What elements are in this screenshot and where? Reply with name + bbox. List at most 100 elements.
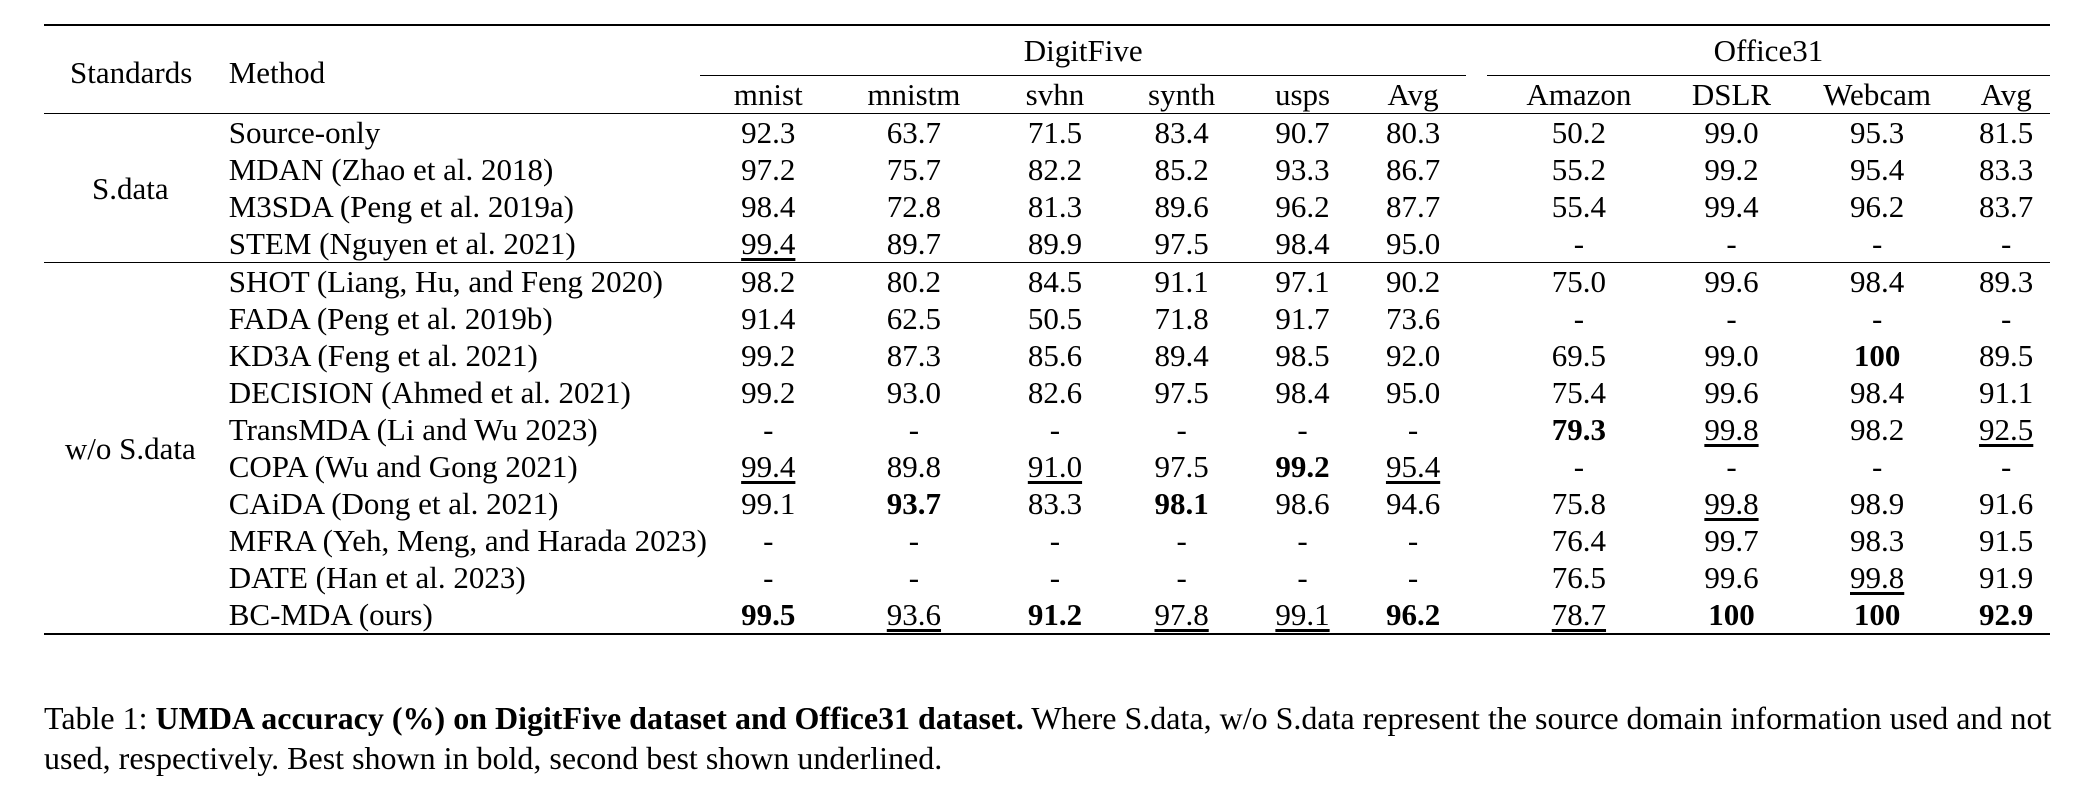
value-cell: 95.4 xyxy=(1850,152,1905,187)
value-cell: 100 xyxy=(1708,597,1755,632)
value-cell: 95.0 xyxy=(1385,226,1441,261)
value-cell: 91.9 xyxy=(1979,560,2034,595)
method-cell: MDAN (Zhao et al. 2018) xyxy=(228,152,554,187)
value-cell: 96.2 xyxy=(1850,189,1905,224)
value-cell: 89.7 xyxy=(886,226,942,261)
value-cell: 91.4 xyxy=(741,301,796,336)
value-cell: 94.6 xyxy=(1385,486,1441,521)
value-cell: 98.6 xyxy=(1275,486,1330,521)
header-digitfive-0: mnist xyxy=(733,77,803,112)
value-cell: 83.3 xyxy=(1027,486,1083,521)
value-cell: 99.5 xyxy=(741,597,796,632)
value-cell: - xyxy=(1297,560,1308,595)
table-row: DATE (Han et al. 2023) - - - - - - 76.5 99.6 99.8… xyxy=(44,559,2050,596)
value-cell: 91.0 xyxy=(1027,449,1083,484)
value-cell: 86.7 xyxy=(1385,152,1441,187)
value-cell: 91.5 xyxy=(1979,523,2034,558)
value-cell: 97.5 xyxy=(1154,375,1209,410)
value-cell: 99.1 xyxy=(741,486,796,521)
header-office31-3: Avg xyxy=(1980,77,2032,112)
value-cell: 81.3 xyxy=(1027,189,1083,224)
value-cell: - xyxy=(1573,226,1585,261)
group-label: w/o S.data xyxy=(44,262,217,634)
caption-rest: Where S.data, w/o S.data represent the s… xyxy=(44,700,2052,776)
value-cell: 98.9 xyxy=(1850,486,1905,521)
value-cell: 92.3 xyxy=(741,115,796,150)
value-cell: 98.2 xyxy=(741,264,796,299)
value-cell: 96.2 xyxy=(1275,189,1330,224)
value-cell: - xyxy=(1297,523,1308,558)
value-cell: 97.1 xyxy=(1275,264,1330,299)
value-cell: - xyxy=(1176,560,1187,595)
method-cell: STEM (Nguyen et al. 2021) xyxy=(228,226,576,261)
value-cell: 69.5 xyxy=(1551,338,1607,373)
value-cell: 75.0 xyxy=(1551,264,1607,299)
value-cell: 93.3 xyxy=(1275,152,1330,187)
value-cell: 99.4 xyxy=(741,449,796,484)
value-cell: - xyxy=(1726,449,1737,484)
value-cell: 99.2 xyxy=(1704,152,1759,187)
value-cell: 99.2 xyxy=(741,375,796,410)
value-cell: 84.5 xyxy=(1027,264,1083,299)
value-cell: - xyxy=(763,412,774,447)
table-row: DECISION (Ahmed et al. 2021) 99.2 93.0 82.6… xyxy=(44,374,2050,411)
value-cell: 99.8 xyxy=(1704,412,1759,447)
value-cell: 78.7 xyxy=(1551,597,1607,632)
value-cell: - xyxy=(1176,412,1187,447)
value-cell: 72.8 xyxy=(886,189,942,224)
value-cell: 97.5 xyxy=(1154,449,1209,484)
value-cell: 73.6 xyxy=(1385,301,1441,336)
value-cell: 91.6 xyxy=(1979,486,2034,521)
value-cell: 89.5 xyxy=(1979,338,2034,373)
value-cell: 99.0 xyxy=(1704,115,1759,150)
value-cell: 93.6 xyxy=(886,597,942,632)
value-cell: 85.6 xyxy=(1027,338,1083,373)
value-cell: 99.6 xyxy=(1704,264,1759,299)
value-cell: - xyxy=(763,523,774,558)
table-row: STEM (Nguyen et al. 2021) 99.4 89.7 89.9 97.… xyxy=(44,225,2050,263)
table-row: w/o S.data SHOT (Liang, Hu, and Feng 2020… xyxy=(44,262,2050,634)
value-cell: 99.7 xyxy=(1704,523,1759,558)
caption-prefix: Table 1: xyxy=(44,700,156,736)
value-cell: 83.3 xyxy=(1979,152,2034,187)
value-cell: - xyxy=(908,560,920,595)
value-cell: 55.4 xyxy=(1551,189,1607,224)
table-caption: Table 1: UMDA accuracy (%) on DigitFive … xyxy=(44,698,2054,778)
value-cell: 95.0 xyxy=(1385,375,1441,410)
value-cell: 98.2 xyxy=(1850,412,1905,447)
value-cell: - xyxy=(1049,523,1061,558)
value-cell: 93.7 xyxy=(886,486,942,521)
value-cell: 98.1 xyxy=(1154,486,1209,521)
value-cell: - xyxy=(1871,226,1883,261)
header-office31-1: DSLR xyxy=(1691,77,1772,112)
value-cell: 95.3 xyxy=(1850,115,1905,150)
header-digitfive-2: svhn xyxy=(1025,77,1085,112)
value-cell: 75.8 xyxy=(1551,486,1607,521)
value-cell: 99.8 xyxy=(1850,560,1905,595)
header-method: Method xyxy=(228,55,326,90)
header-office31: Office31 xyxy=(1486,25,2050,76)
value-cell: 91.2 xyxy=(1027,597,1083,632)
value-cell: - xyxy=(2001,449,2012,484)
value-cell: 83.7 xyxy=(1979,189,2034,224)
value-cell: - xyxy=(1407,523,1419,558)
value-cell: 50.2 xyxy=(1551,115,1607,150)
value-cell: 99.2 xyxy=(741,338,796,373)
value-cell: - xyxy=(1049,412,1061,447)
value-cell: 55.2 xyxy=(1551,152,1607,187)
value-cell: 62.5 xyxy=(886,301,942,336)
value-cell: - xyxy=(1049,560,1061,595)
value-cell: 89.9 xyxy=(1027,226,1083,261)
header-standards: Standards xyxy=(70,55,193,90)
value-cell: 76.5 xyxy=(1551,560,1607,595)
value-cell: 98.4 xyxy=(1850,264,1905,299)
results-table: Standards Method DigitFive Office31 mnis… xyxy=(44,24,2050,635)
table-row: FADA (Peng et al. 2019b) 91.4 62.5 50.5 71.8… xyxy=(44,300,2050,337)
value-cell: - xyxy=(908,412,920,447)
value-cell: 98.4 xyxy=(1275,226,1330,261)
value-cell: 98.4 xyxy=(1850,375,1905,410)
value-cell: 99.4 xyxy=(741,226,796,261)
value-cell: 97.5 xyxy=(1154,226,1209,261)
value-cell: 50.5 xyxy=(1027,301,1083,336)
